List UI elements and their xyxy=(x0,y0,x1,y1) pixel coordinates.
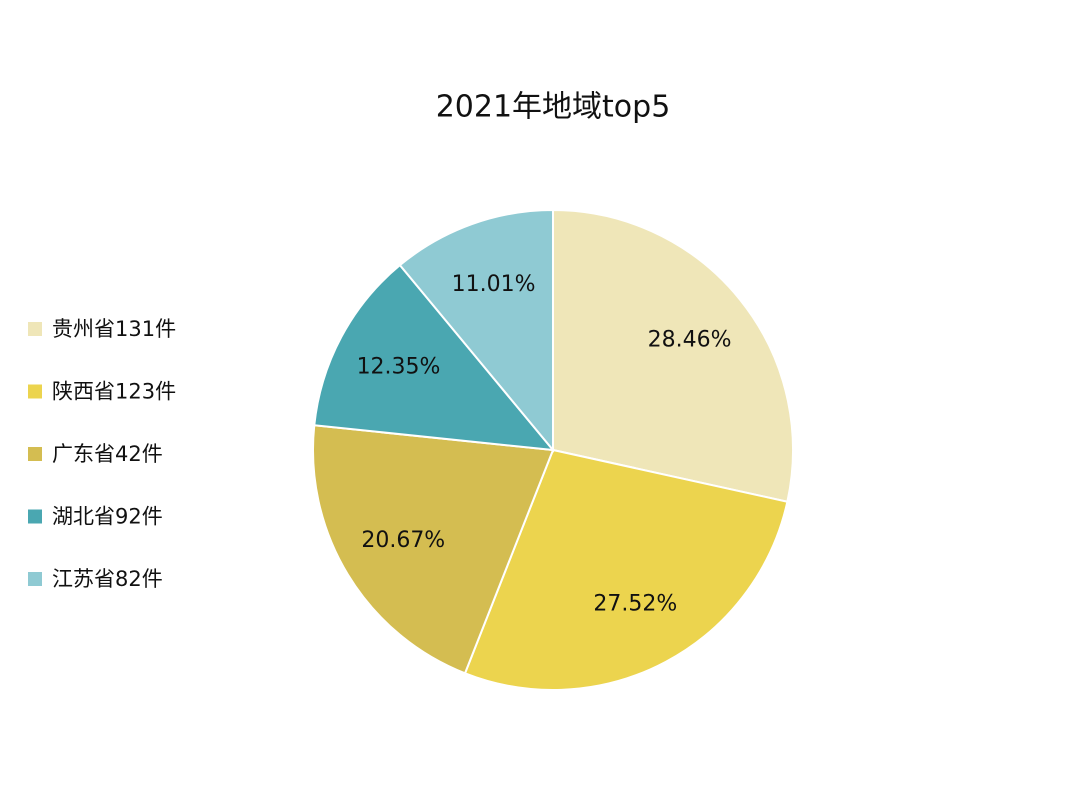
pie-slice xyxy=(552,208,794,503)
legend-label: 贵州省131件 xyxy=(52,317,176,341)
legend-swatch xyxy=(28,322,42,336)
value-label: 28.46% xyxy=(648,327,732,352)
legend-swatch xyxy=(28,384,42,399)
value-label: 20.67% xyxy=(361,528,445,553)
legend-label: 广东省42件 xyxy=(52,442,163,466)
pie-slice xyxy=(313,263,556,452)
legend-swatch xyxy=(28,447,42,461)
pie-slice xyxy=(312,424,555,675)
pie-slice xyxy=(398,208,554,453)
legend-label: 陕西省123件 xyxy=(52,380,176,404)
chart-title: 2021年地域top5 xyxy=(436,90,671,125)
legend-swatch xyxy=(28,509,42,524)
legend-label: 湖北省92件 xyxy=(52,505,163,529)
value-label: 12.35% xyxy=(357,354,441,379)
legend-label: 江苏省82件 xyxy=(52,567,163,591)
legend-swatch xyxy=(28,572,42,586)
value-label: 11.01% xyxy=(452,272,536,297)
pie-slice xyxy=(463,448,789,691)
value-label: 27.52% xyxy=(593,592,677,617)
